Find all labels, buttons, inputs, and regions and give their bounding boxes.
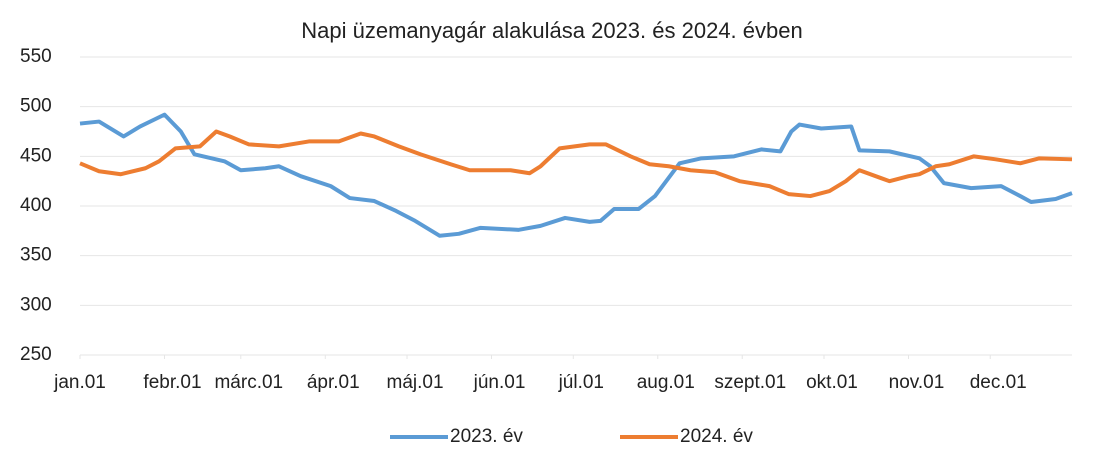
x-tick-label: júl.01 <box>558 372 604 393</box>
series-line <box>79 112 1073 238</box>
x-tick-label: okt.01 <box>806 372 858 393</box>
y-tick-label: 350 <box>20 245 52 266</box>
x-tick-label: nov.01 <box>889 372 945 393</box>
x-tick-label: jan.01 <box>53 372 106 393</box>
x-tick-label: szept.01 <box>714 372 786 393</box>
y-tick-label: 300 <box>20 294 52 315</box>
y-tick-label: 450 <box>20 145 52 166</box>
x-tick-label: máj.01 <box>387 372 444 393</box>
chart-title: Napi üzemanyagár alakulása 2023. és 2024… <box>301 18 802 43</box>
y-tick-label: 400 <box>20 195 52 216</box>
x-tick-label: dec.01 <box>970 372 1027 393</box>
y-tick-label: 500 <box>20 96 52 117</box>
x-tick-label: aug.01 <box>637 372 695 393</box>
x-tick-label: ápr.01 <box>307 372 360 393</box>
y-tick-label: 250 <box>20 344 52 365</box>
x-tick-label: febr.01 <box>143 372 201 393</box>
legend-label: 2024. év <box>680 426 753 447</box>
legend-label: 2023. év <box>450 426 523 447</box>
x-tick-label: jún.01 <box>473 372 526 393</box>
y-tick-label: 550 <box>20 46 52 67</box>
series-line <box>79 129 1073 199</box>
x-tick-label: márc.01 <box>214 372 283 393</box>
